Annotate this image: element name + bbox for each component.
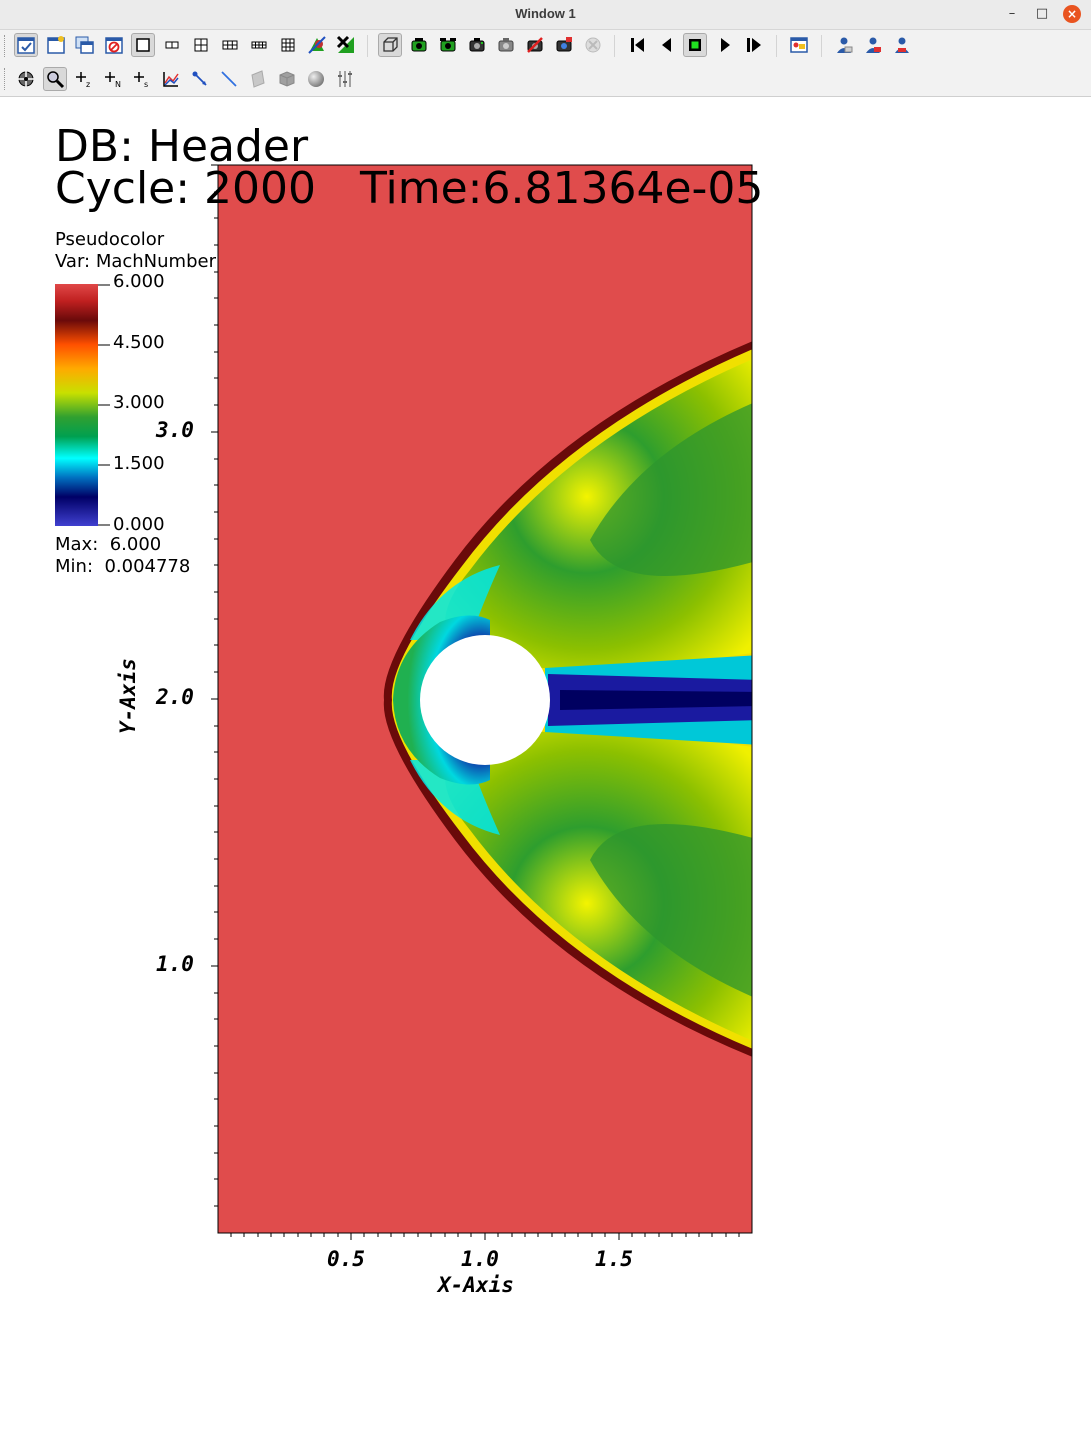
layout-1x1-icon[interactable] [131, 33, 155, 57]
camera-green-icon[interactable] [407, 33, 431, 57]
plus-n-label: N [115, 80, 121, 89]
green-core-lower [590, 824, 752, 997]
plot-canvas[interactable] [0, 97, 1091, 1434]
zone-pick-icon[interactable]: z [72, 67, 96, 91]
camera-stop-icon[interactable] [523, 33, 547, 57]
lock-time-icon[interactable] [334, 33, 358, 57]
color-legend-bar [55, 284, 98, 526]
x-axis-ticks [230, 1233, 740, 1240]
green-core-upper [590, 403, 752, 577]
user-1-icon[interactable] [832, 33, 856, 57]
legend-tick-label: 3.000 [113, 392, 165, 413]
delete-window-icon[interactable] [102, 33, 126, 57]
spreadsheet-pick-icon[interactable]: s [130, 67, 154, 91]
x-tick-label: 1.5 [595, 1247, 633, 1271]
time-label: Time:6.81364e-05 [360, 163, 764, 214]
stop-icon[interactable] [683, 33, 707, 57]
plane-tool-icon[interactable] [246, 67, 270, 91]
sliders-icon[interactable] [333, 67, 357, 91]
toolbar-separator [614, 35, 615, 57]
db-label: DB: Header [55, 121, 309, 172]
toolbar-grip[interactable] [4, 35, 8, 57]
toolbar-separator [821, 35, 822, 57]
lineout-icon[interactable] [217, 67, 241, 91]
y-tick-label: 3.0 [156, 418, 194, 442]
step-back-icon[interactable] [654, 33, 678, 57]
legend-ticks [98, 284, 110, 526]
camera-gray-icon[interactable] [494, 33, 518, 57]
layout-3x3-icon[interactable] [276, 33, 300, 57]
plus-z-label: z [86, 80, 90, 89]
x-tick-label: 1.0 [461, 1247, 499, 1271]
camera-icon[interactable] [465, 33, 489, 57]
legend-type: Pseudocolor [55, 229, 165, 250]
step-forward-icon[interactable] [742, 33, 766, 57]
toolbar-grip[interactable] [4, 68, 8, 90]
toolbar-separator [367, 35, 368, 57]
pick-point-icon[interactable] [188, 67, 212, 91]
camera-record-icon[interactable] [552, 33, 576, 57]
new-window-icon[interactable] [44, 33, 68, 57]
legend-tick-label: 6.000 [113, 271, 165, 292]
upper-lobe-region [445, 359, 752, 669]
legend-tick-label: 4.500 [113, 332, 165, 353]
cyan-band-upper [410, 565, 500, 640]
toolbar-separator [776, 35, 777, 57]
clone-window-icon[interactable] [73, 33, 97, 57]
layout-1x2-icon[interactable] [160, 33, 184, 57]
y-tick-label: 1.0 [156, 952, 194, 976]
layout-3x2-icon[interactable] [218, 33, 242, 57]
y-axis-title: Y-Axis [116, 658, 140, 734]
window-title: Window 1 [515, 6, 576, 21]
maximize-icon[interactable]: □ [1035, 6, 1049, 21]
user-2-icon[interactable] [861, 33, 885, 57]
cyan-band-lower [410, 760, 500, 835]
curve-pick-icon[interactable] [159, 67, 183, 91]
x-tick-label: 0.5 [327, 1247, 365, 1271]
min-label: Min: 0.004778 [55, 556, 191, 577]
vis-window[interactable]: DB: Header [0, 97, 1091, 1434]
y-axis-ticks [211, 164, 218, 1207]
wake-center [560, 690, 752, 710]
mode-toolbar: z N s [0, 62, 1091, 97]
play-icon[interactable] [713, 33, 737, 57]
legend-tick-label: 0.000 [113, 514, 165, 535]
close-icon[interactable]: × [1063, 5, 1081, 23]
box-tool-icon[interactable] [275, 67, 299, 91]
main-toolbar [0, 30, 1091, 62]
y-tick-label: 2.0 [156, 685, 194, 709]
minimize-icon[interactable]: – [1008, 6, 1016, 21]
zoom-icon[interactable] [43, 67, 67, 91]
legend-var: Var: MachNumber [55, 251, 216, 272]
camera-multi-icon[interactable] [436, 33, 460, 57]
interactive-icon[interactable] [14, 33, 38, 57]
sphere-tool-icon[interactable] [304, 67, 328, 91]
layout-2x2-icon[interactable] [189, 33, 213, 57]
legend-tick-label: 1.500 [113, 453, 165, 474]
navigate-icon[interactable] [14, 67, 38, 91]
max-label: Max: 6.000 [55, 534, 162, 555]
node-pick-icon[interactable]: N [101, 67, 125, 91]
lower-lobe-region [445, 731, 752, 1041]
user-3-icon[interactable] [890, 33, 914, 57]
cycle-label: Cycle: 2000 [55, 163, 317, 214]
layout-2x4-icon[interactable] [247, 33, 271, 57]
3d-view-icon[interactable] [378, 33, 402, 57]
image-icon[interactable] [787, 33, 811, 57]
cylinder-body [420, 635, 550, 765]
title-bar: Window 1 – □ × [0, 0, 1091, 30]
rewind-icon[interactable] [625, 33, 649, 57]
plus-s-label: s [144, 80, 148, 89]
disabled-icon[interactable] [581, 33, 605, 57]
x-axis-title: X-Axis [438, 1273, 514, 1297]
lock-view-icon[interactable] [305, 33, 329, 57]
